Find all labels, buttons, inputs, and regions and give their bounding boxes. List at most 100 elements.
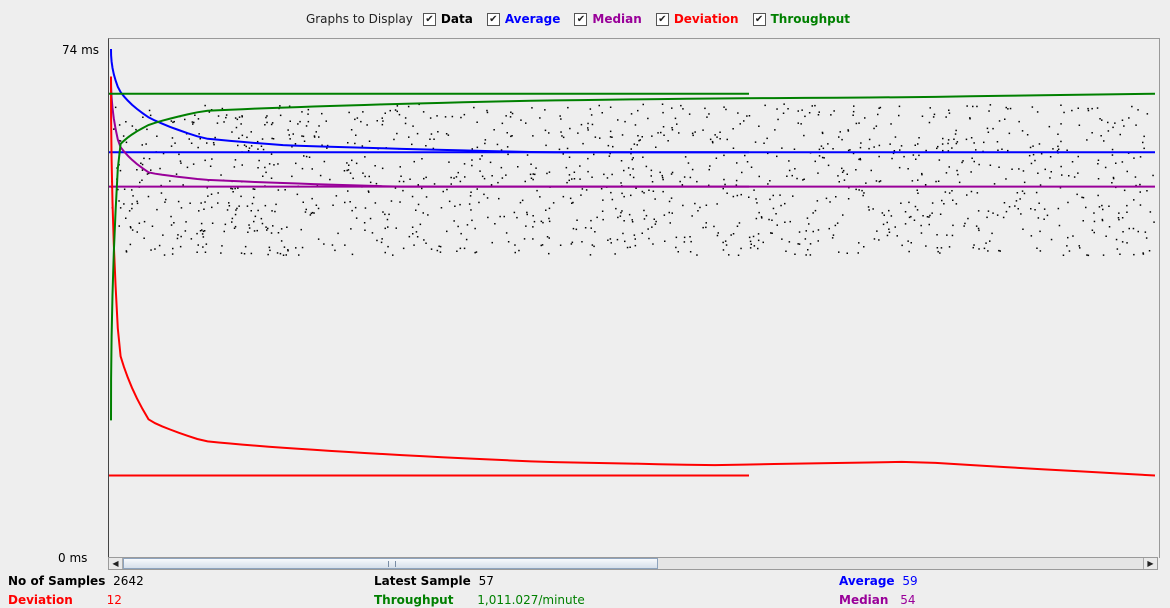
data-point [831, 237, 834, 239]
data-point [234, 213, 237, 216]
data-point [761, 217, 763, 219]
data-point [938, 159, 941, 161]
data-point [192, 163, 195, 165]
data-point [910, 215, 912, 218]
legend-data-toggle[interactable]: ✔ Data [422, 12, 473, 26]
data-point [484, 142, 486, 145]
data-point [822, 147, 825, 150]
data-point [447, 134, 450, 136]
data-point [202, 236, 205, 238]
data-point [723, 106, 725, 108]
data-point [671, 212, 673, 214]
data-point [481, 175, 484, 178]
legend-average-toggle[interactable]: ✔ Average [486, 12, 560, 26]
data-point [230, 187, 232, 190]
legend-deviation-toggle[interactable]: ✔ Deviation [655, 12, 739, 26]
checkbox-icon[interactable]: ✔ [655, 12, 669, 26]
data-point [404, 117, 407, 119]
data-point [872, 208, 874, 210]
data-point [946, 234, 948, 236]
data-point [967, 217, 969, 220]
data-point [301, 246, 304, 249]
data-point [188, 138, 190, 140]
data-point [125, 217, 127, 219]
data-point [307, 108, 310, 111]
data-point [1082, 220, 1084, 222]
data-point [1030, 235, 1033, 237]
legend-median-toggle[interactable]: ✔ Median [574, 12, 642, 26]
data-point [235, 126, 238, 129]
data-point [486, 111, 489, 114]
data-point [818, 155, 821, 157]
data-point [344, 244, 346, 246]
data-point [147, 195, 150, 198]
data-point [932, 116, 935, 118]
data-point [725, 244, 728, 246]
checkbox-icon[interactable]: ✔ [752, 12, 766, 26]
data-point [1093, 231, 1095, 234]
data-point [446, 188, 448, 191]
data-point [768, 218, 770, 221]
data-point [1086, 139, 1088, 141]
data-point [305, 125, 308, 127]
data-point [459, 203, 461, 206]
horizontal-scrollbar[interactable]: ◀ ▶ [108, 557, 1158, 570]
checkbox-icon[interactable]: ✔ [574, 12, 588, 26]
scroll-right-icon[interactable]: ▶ [1143, 558, 1157, 569]
data-point [953, 138, 955, 140]
data-point [364, 229, 366, 231]
data-point [1143, 147, 1145, 150]
data-point [912, 154, 915, 156]
checkbox-icon[interactable]: ✔ [422, 12, 436, 26]
data-point [648, 237, 650, 240]
data-point [948, 192, 951, 194]
data-point [587, 122, 589, 125]
data-point [753, 245, 756, 247]
stat-average-value: 59 [902, 574, 918, 588]
data-point [178, 153, 180, 156]
data-point [234, 225, 237, 228]
data-point [992, 127, 994, 130]
data-point [847, 129, 849, 131]
data-point [412, 233, 414, 235]
scroll-left-icon[interactable]: ◀ [109, 558, 123, 569]
data-point [408, 136, 410, 138]
data-point [442, 190, 444, 193]
data-point [220, 252, 222, 254]
data-point [916, 209, 919, 211]
data-point [975, 225, 978, 227]
data-point [500, 166, 503, 169]
data-point [225, 116, 227, 119]
data-point [332, 204, 334, 206]
data-point [398, 113, 401, 116]
legend-throughput-toggle[interactable]: ✔ Throughput [752, 12, 850, 26]
data-point [540, 244, 542, 247]
data-point [1121, 119, 1124, 121]
data-point [973, 244, 975, 246]
data-point [933, 113, 936, 116]
data-point [730, 234, 732, 236]
data-point [460, 116, 462, 119]
data-point [389, 109, 391, 112]
data-point [839, 131, 841, 133]
data-point [601, 210, 604, 212]
data-point [898, 105, 901, 108]
data-point [1149, 211, 1152, 213]
data-point [507, 153, 509, 156]
data-point [928, 121, 931, 124]
data-point [926, 216, 929, 218]
data-point [258, 159, 260, 162]
data-point [202, 246, 204, 248]
data-point [474, 227, 476, 230]
data-point [1034, 159, 1036, 162]
scroll-thumb[interactable] [123, 558, 658, 569]
data-point [858, 122, 860, 124]
data-point [136, 169, 138, 171]
data-point [622, 232, 624, 235]
data-point [179, 160, 182, 162]
checkbox-icon[interactable]: ✔ [486, 12, 500, 26]
data-point [617, 216, 619, 219]
data-point [295, 247, 297, 249]
data-point [1146, 190, 1148, 192]
data-point [409, 178, 411, 180]
